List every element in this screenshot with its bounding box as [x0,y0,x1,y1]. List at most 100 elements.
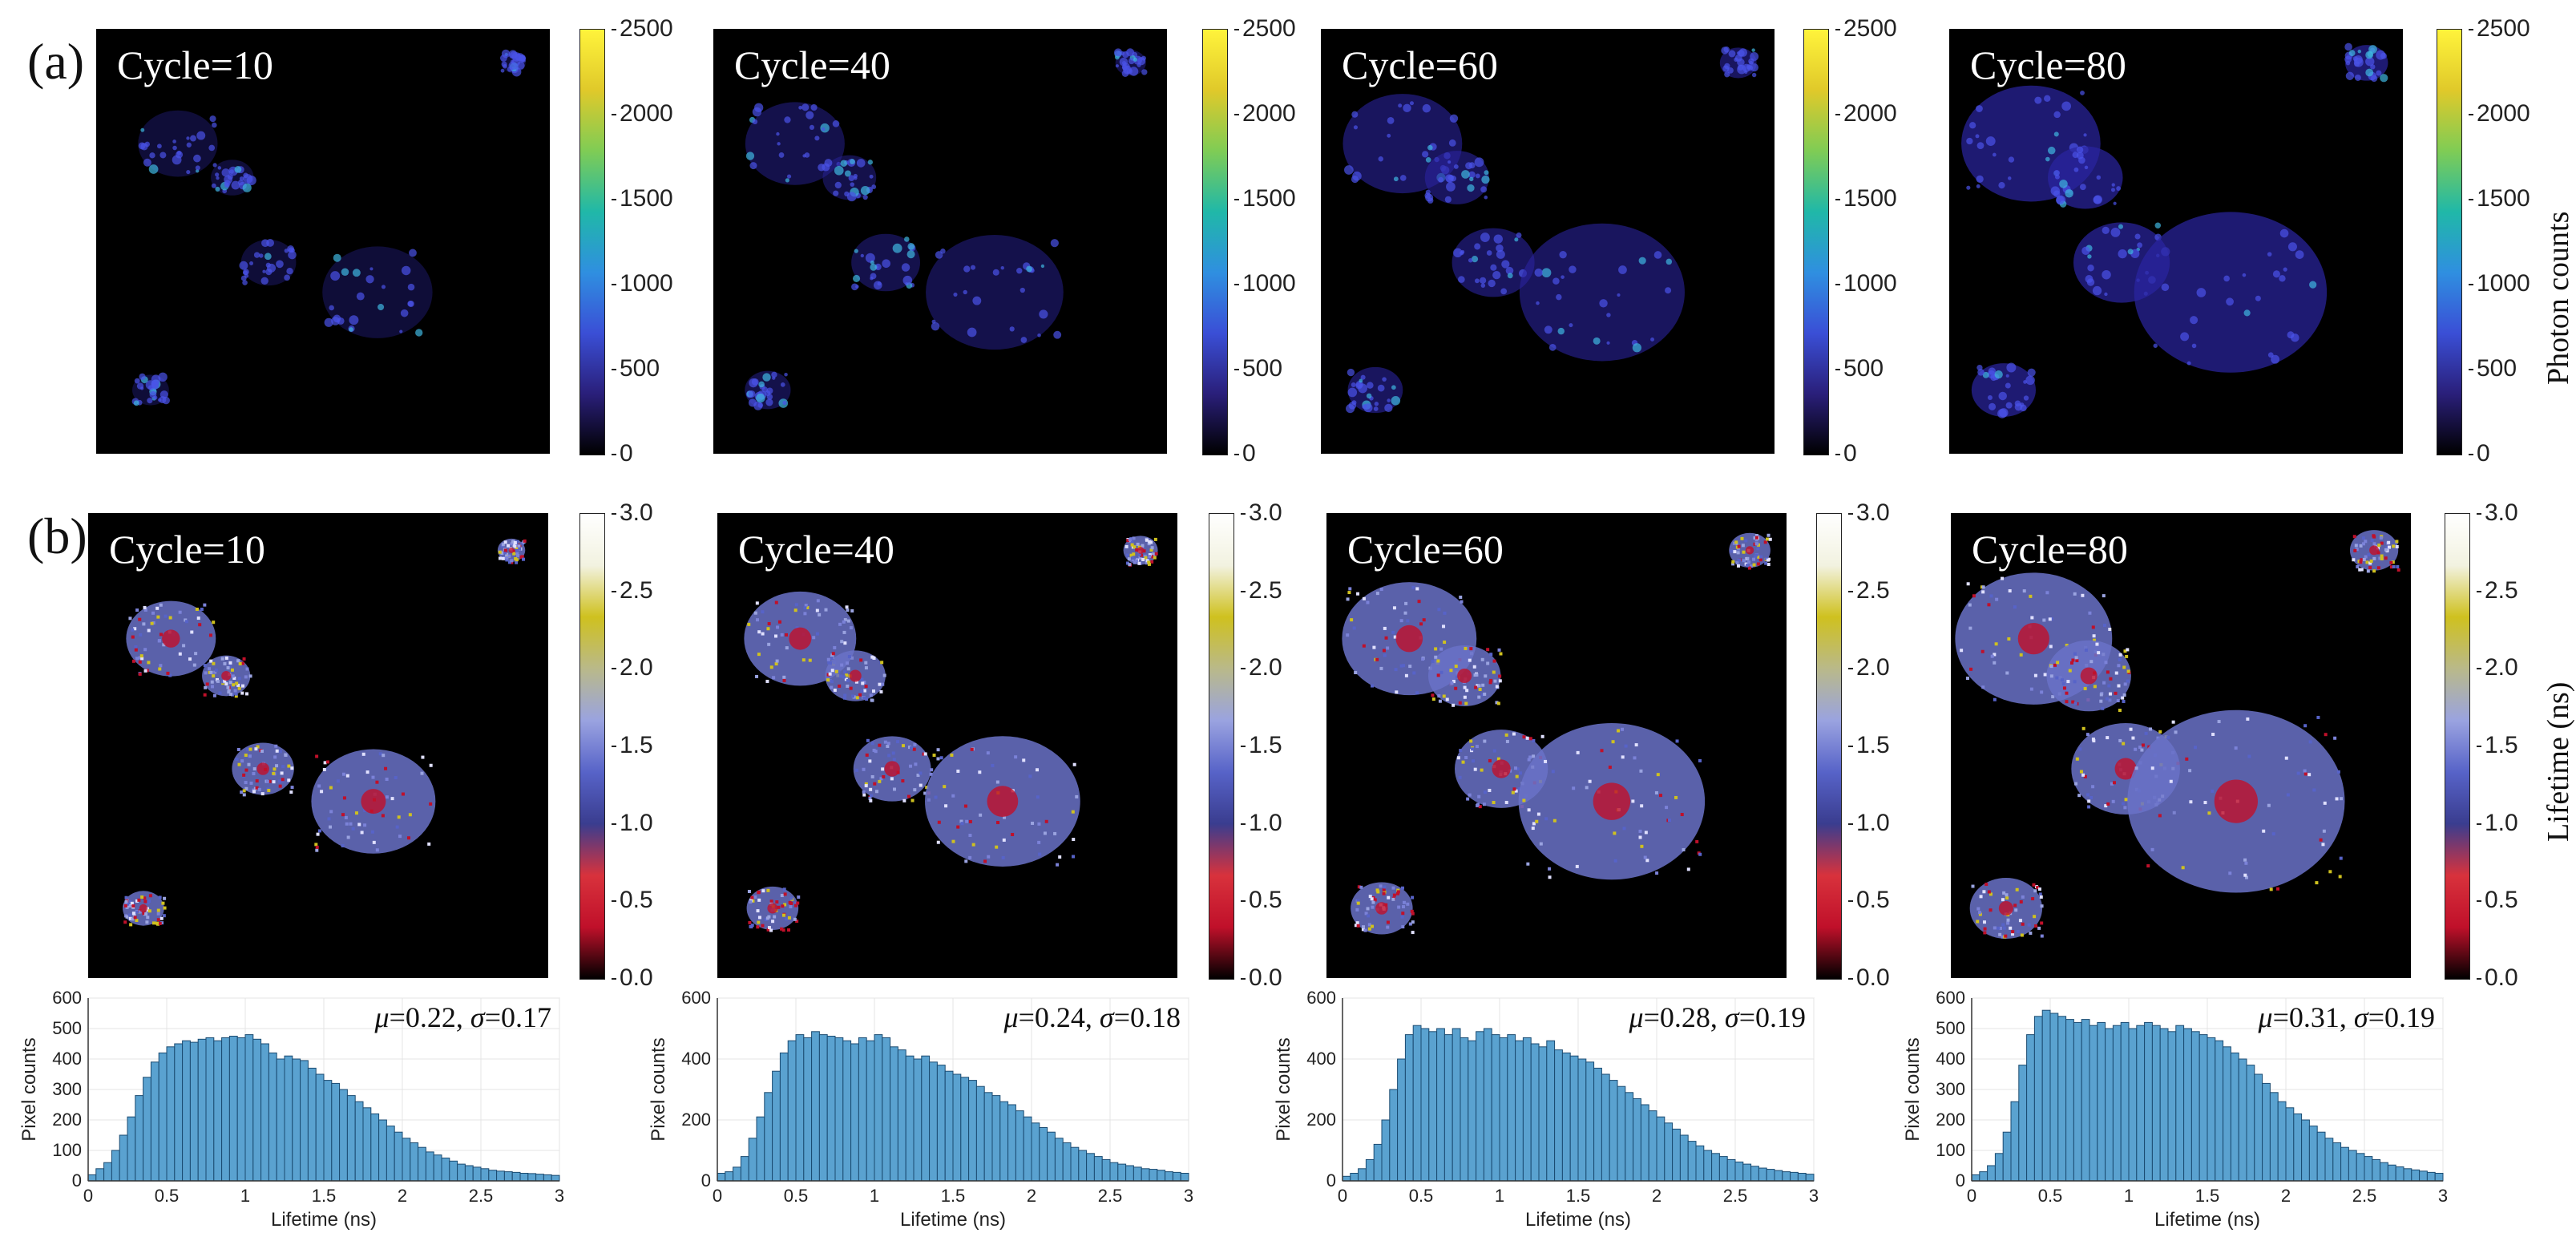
cell-pixel [2372,569,2376,573]
cell-pixel [1481,683,1485,687]
histogram-bar [968,1080,977,1182]
cell-spot [853,173,858,179]
cell-pixel [125,915,129,919]
cell-pixel [317,829,321,833]
cell-pixel [963,804,967,808]
histogram-bar [2387,1164,2396,1182]
cell-spot [778,152,785,158]
cell-pixel [1475,745,1479,749]
cell-core [1492,759,1511,778]
cell-pixel [838,684,842,688]
cell-pixel [1982,920,1986,924]
cell-pixel [1379,588,1383,592]
histogram-bar [150,1061,159,1182]
cell-spot [189,135,196,142]
cell-pixel [2027,923,2031,927]
cell-pixel [1362,925,1366,929]
cell-spot [196,131,206,140]
histogram-cycle-60: 0 0.5 1 1.5 2 2.5 3 0 200 400 600 Lifetime (ns) Pixe… [1270,988,1823,1231]
y-tick-label: 300 [52,1079,82,1099]
cell-pixel [751,899,755,903]
cell-pixel [1464,646,1468,650]
cell-pixel [2031,897,2035,901]
cell-pixel [1145,538,1149,542]
cell-pixel [2126,669,2130,673]
cell-spot [337,317,345,325]
cell-pixel [780,894,784,898]
cell-pixel [1680,813,1684,817]
cell-pixel [1147,557,1151,561]
cell-spot [259,253,264,258]
cycle-label: Cycle=80 [1972,527,2128,572]
cell-pixel [1362,644,1366,648]
cell-spot [212,122,217,128]
cell-pixel [394,776,398,780]
cell-pixel [2384,548,2388,552]
cell-pixel [1044,819,1048,823]
cell-pixel [2118,657,2122,661]
histogram-bar [1157,1170,1166,1182]
cell-pixel [1128,563,1132,567]
cell-pixel [839,674,843,678]
cell-pixel [164,614,168,618]
cell-pixel [427,842,431,846]
cell-spot [753,103,764,112]
histogram-bar [213,1040,223,1182]
cell-pixel [204,685,208,689]
histogram-bar [1522,1037,1532,1182]
cell-pixel [1466,797,1470,801]
histogram-bar [127,1116,136,1182]
cell-spot [1750,51,1759,61]
cell-pixel [780,927,784,931]
cell-pixel [2372,542,2376,546]
cell-pixel [2097,651,2101,655]
histogram-bar [111,1150,120,1182]
cell-pixel [1383,890,1387,894]
cell-pixel [757,891,761,895]
cell-pixel [518,547,522,551]
cell-pixel [1989,594,1993,598]
cell-pixel [1474,685,1478,689]
histogram-bar [418,1146,426,1182]
histogram-bar [1538,1046,1548,1182]
histogram-bar [1648,1110,1657,1182]
cell-spot [804,152,810,158]
histogram-bar [2411,1169,2421,1182]
cell-pixel [1631,799,1635,803]
x-tick-label: 0.5 [1409,1186,1434,1206]
cell-pixel [2379,536,2383,540]
cell-spot [1353,125,1359,130]
cell-pixel [2087,805,2091,809]
cell-pixel [155,606,159,610]
cell-pixel [2123,649,2127,653]
cell-pixel [757,920,761,924]
cell-pixel [147,629,151,633]
cell-pixel [865,753,869,757]
cell-pixel [2189,800,2193,804]
cell-pixel [2001,576,2005,580]
cell-pixel [147,899,151,903]
cell-spot [1559,250,1567,259]
cell-pixel [1740,536,1744,540]
cell-pixel [1130,540,1134,544]
cell-pixel [2131,736,2135,740]
cell-spot [1351,111,1359,118]
cell-spot [134,378,140,384]
stats-annotation-part: =0.24, [1019,1001,1100,1033]
cell-core [508,547,515,553]
cell-pixel [755,618,759,622]
cell-pixel [815,632,819,636]
cell-pixel [278,779,282,783]
cell-pixel [1458,775,1462,779]
cell-pixel [2091,785,2095,789]
cell-pixel [1367,923,1371,927]
cell-spot [810,103,818,111]
histogram-bar [858,1037,867,1182]
cell-pixel [2171,720,2175,724]
cell-spot [856,159,866,168]
cell-pixel [2335,797,2339,801]
cell-pixel [1392,893,1396,897]
histogram-bar [764,1092,773,1182]
cell-pixel [862,696,866,700]
cell-spot [2365,57,2375,67]
